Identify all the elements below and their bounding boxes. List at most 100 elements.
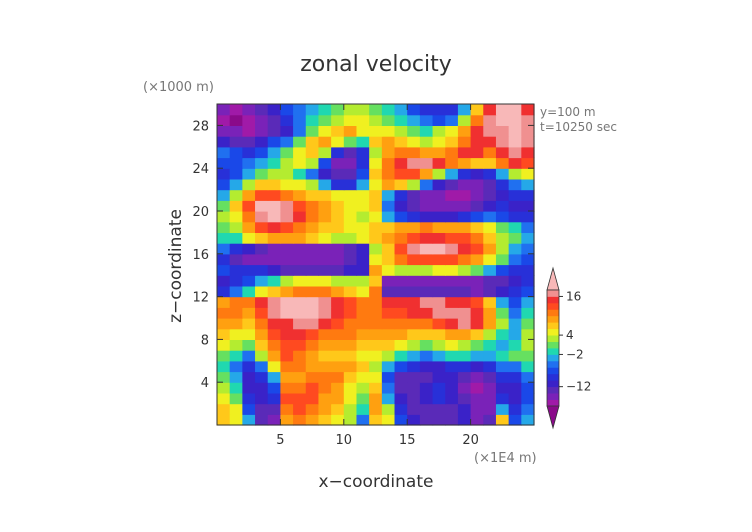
heatmap-cell bbox=[369, 285, 383, 298]
heatmap-cell bbox=[331, 275, 345, 287]
heatmap-cell bbox=[217, 360, 231, 373]
heatmap-cell bbox=[470, 136, 484, 148]
heatmap-cell bbox=[242, 318, 256, 330]
heatmap-cell bbox=[331, 403, 345, 415]
heatmap-cell bbox=[369, 328, 383, 340]
heatmap-cell bbox=[483, 146, 497, 159]
heatmap-cell bbox=[305, 296, 320, 308]
heatmap-cell bbox=[407, 168, 421, 180]
heatmap-cell bbox=[407, 360, 421, 373]
heatmap-cell bbox=[508, 178, 522, 191]
heatmap-cell bbox=[407, 382, 421, 394]
heatmap-cell bbox=[419, 221, 434, 233]
heatmap-cell bbox=[508, 392, 522, 405]
heatmap-cell bbox=[318, 328, 332, 340]
heatmap-cell bbox=[305, 350, 320, 362]
heatmap-cell bbox=[305, 221, 320, 233]
heatmap-cell bbox=[242, 168, 256, 180]
heatmap-cell bbox=[483, 243, 497, 255]
heatmap-cell bbox=[331, 125, 345, 137]
heatmap-cell bbox=[521, 243, 535, 255]
heatmap-cell bbox=[280, 414, 294, 426]
heatmap-cell bbox=[217, 157, 231, 169]
heatmap-cell bbox=[242, 392, 256, 405]
heatmap-cell bbox=[280, 211, 294, 223]
heatmap-cell bbox=[369, 307, 383, 319]
heatmap-cell bbox=[267, 296, 281, 308]
heatmap-cell bbox=[305, 136, 320, 148]
heatmap-cell bbox=[381, 382, 396, 394]
heatmap-cell bbox=[293, 232, 307, 244]
heatmap-cell bbox=[407, 403, 421, 415]
heatmap-cell bbox=[305, 189, 320, 201]
heatmap-cell bbox=[521, 104, 535, 116]
heatmap-cell bbox=[495, 136, 510, 148]
heatmap-cell bbox=[343, 360, 358, 373]
heatmap-cell bbox=[508, 253, 522, 266]
heatmap-cell bbox=[343, 189, 358, 201]
heatmap-cell bbox=[457, 189, 472, 201]
heatmap-cell bbox=[280, 264, 294, 276]
heatmap-cell bbox=[229, 350, 243, 362]
heatmap-cell bbox=[356, 414, 370, 426]
heatmap-cell bbox=[394, 414, 408, 426]
heatmap-cell bbox=[394, 328, 408, 340]
heatmap-cell bbox=[419, 339, 434, 351]
colorbar-band bbox=[547, 328, 559, 336]
heatmap-cell bbox=[293, 371, 307, 383]
heatmap-cell bbox=[267, 211, 281, 223]
heatmap-cell bbox=[521, 146, 535, 159]
heatmap-cell bbox=[343, 371, 358, 383]
heatmap-cell bbox=[318, 371, 332, 383]
heatmap-cell bbox=[217, 243, 231, 255]
y-tick-label: 16 bbox=[192, 248, 209, 263]
heatmap-cell bbox=[229, 318, 243, 330]
heatmap-cell bbox=[381, 392, 396, 405]
colorbar-band bbox=[547, 386, 559, 394]
heatmap-cell bbox=[495, 189, 510, 201]
heatmap-cell bbox=[229, 146, 243, 159]
colorbar-band bbox=[547, 367, 559, 375]
heatmap-cell bbox=[331, 104, 345, 116]
heatmap-cell bbox=[318, 285, 332, 298]
heatmap-cell bbox=[255, 189, 269, 201]
heatmap-cell bbox=[369, 125, 383, 137]
heatmap-cell bbox=[255, 125, 269, 137]
heatmap-cell bbox=[280, 360, 294, 373]
heatmap-cell bbox=[483, 360, 497, 373]
heatmap-cell bbox=[407, 371, 421, 383]
heatmap-cell bbox=[445, 307, 459, 319]
heatmap-cell bbox=[419, 403, 434, 415]
heatmap-cell bbox=[255, 371, 269, 383]
heatmap-cell bbox=[457, 125, 472, 137]
heatmap-cell bbox=[217, 253, 231, 266]
heatmap-cell bbox=[508, 403, 522, 415]
x-unit-label: (×1E4 m) bbox=[474, 451, 537, 466]
heatmap-cell bbox=[419, 189, 434, 201]
heatmap-cell bbox=[267, 339, 281, 351]
heatmap-cell bbox=[229, 264, 243, 276]
heatmap-cell bbox=[293, 157, 307, 169]
heatmap-cell bbox=[305, 104, 320, 116]
heatmap-cell bbox=[229, 168, 243, 180]
heatmap-cell bbox=[293, 221, 307, 233]
heatmap-cell bbox=[356, 350, 370, 362]
heatmap-cell bbox=[483, 318, 497, 330]
heatmap-cell bbox=[229, 136, 243, 148]
heatmap-cell bbox=[255, 275, 269, 287]
heatmap-cell bbox=[407, 114, 421, 126]
heatmap-cell bbox=[470, 392, 484, 405]
heatmap-cell bbox=[305, 275, 320, 287]
heatmap-cell bbox=[470, 168, 484, 180]
heatmap-cell bbox=[331, 264, 345, 276]
heatmap-cell bbox=[217, 168, 231, 180]
heatmap-cell bbox=[521, 114, 535, 126]
heatmap-cell bbox=[445, 264, 459, 276]
heatmap-cell bbox=[521, 350, 535, 362]
heatmap-cell bbox=[305, 200, 320, 212]
heatmap-cell bbox=[470, 339, 484, 351]
heatmap-cell bbox=[280, 285, 294, 298]
heatmap-cell bbox=[280, 189, 294, 201]
heatmap-cell bbox=[407, 221, 421, 233]
heatmap-cell bbox=[242, 189, 256, 201]
